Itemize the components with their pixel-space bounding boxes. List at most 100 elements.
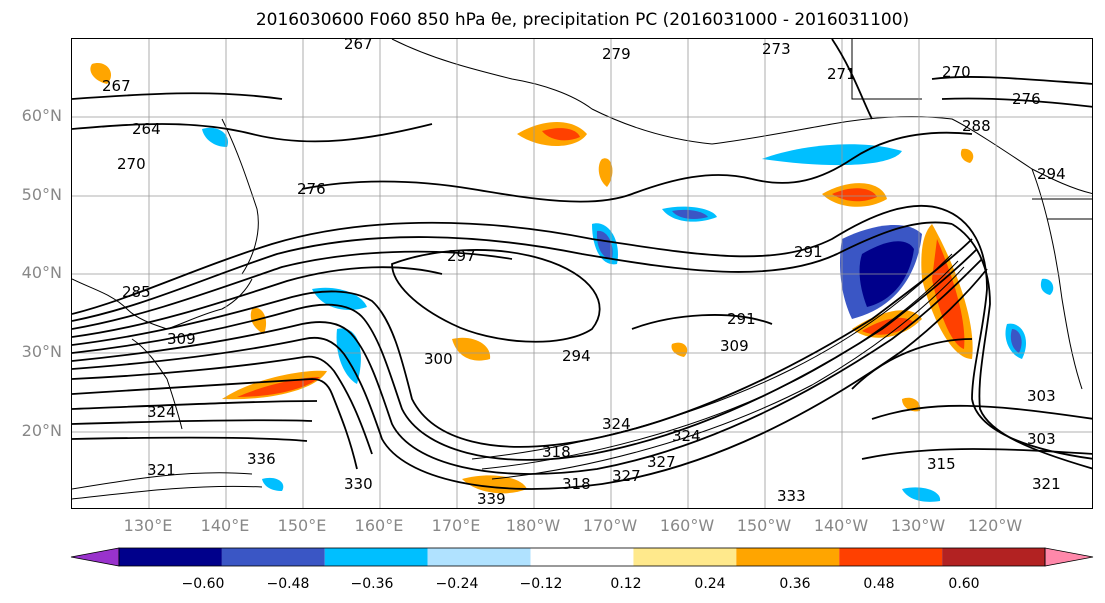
colorbar-extend-high (1044, 547, 1094, 567)
shade-negative (596, 230, 613, 259)
contour-label: 267 (344, 39, 373, 53)
lat-label-50n: 50°N (21, 185, 62, 204)
colorbar-segment (324, 548, 428, 566)
contour-label: 318 (562, 475, 591, 493)
contour-label: 271 (827, 65, 856, 83)
lon-label: 160°W (659, 516, 715, 535)
lat-label-30n: 30°N (21, 342, 62, 361)
contour-label: 321 (147, 461, 176, 479)
lat-label-40n: 40°N (21, 263, 62, 282)
shade-negative (1010, 329, 1022, 353)
colorbar-tick: −0.24 (435, 576, 479, 592)
chart-title: 2016030600 F060 850 hPa θe, precipitatio… (255, 10, 910, 30)
contour-label: 309 (720, 337, 749, 355)
contour-label: 264 (132, 120, 161, 138)
lon-label: 150°E (277, 516, 327, 535)
colorbar-segment (221, 548, 325, 566)
contour-label: 270 (117, 155, 146, 173)
lon-label: 180°W (505, 516, 561, 535)
lat-label-60n: 60°N (21, 106, 62, 125)
contour-label: 333 (777, 487, 806, 505)
coastlines (72, 39, 1092, 430)
contour-label: 288 (962, 117, 991, 135)
colorbar-segment (839, 548, 943, 566)
contour-label: 324 (147, 403, 176, 421)
shade-positive (671, 342, 688, 357)
contour-label: 309 (167, 330, 196, 348)
shade-positive (90, 63, 112, 84)
contour-label: 318 (542, 443, 571, 461)
shade-positive (250, 308, 267, 334)
shade-negative (902, 487, 941, 502)
contour-label: 285 (122, 283, 151, 301)
contour-label: 273 (762, 40, 791, 58)
shade-positive (452, 337, 491, 361)
lon-label: 140°W (813, 516, 869, 535)
shade-negative (1040, 278, 1054, 295)
contour-label: 321 (1032, 475, 1061, 493)
shade-positive (832, 188, 877, 202)
map-plot-area: 267 267 264 270 276 285 309 297 300 294 … (71, 38, 1093, 509)
contour-label: 336 (247, 450, 276, 468)
contour-label: 327 (612, 467, 641, 485)
colorbar-segment (633, 548, 737, 566)
lon-label: 170°W (582, 516, 638, 535)
contour-label: 327 (647, 453, 676, 471)
shade-negative (672, 209, 708, 219)
shade-negative (262, 477, 284, 491)
contour-label: 270 (942, 63, 971, 81)
colorbar-outline (118, 547, 1046, 567)
contour-label: 297 (447, 247, 476, 265)
colorbar-tick: −0.36 (350, 576, 394, 592)
contour-label: 300 (424, 350, 453, 368)
lon-label: 130°E (123, 516, 173, 535)
colorbar-segments (70, 547, 1094, 567)
contour-label: 324 (602, 415, 631, 433)
colorbar-tick: −0.48 (266, 576, 310, 592)
precipitation-shading (90, 63, 1054, 502)
colorbar-segment (530, 548, 634, 566)
shade-positive (862, 317, 914, 335)
lon-label: 140°E (200, 516, 250, 535)
theta-e-contours (72, 39, 1092, 490)
shade-negative (312, 287, 367, 310)
map-canvas: 267 267 264 270 276 285 309 297 300 294 … (72, 39, 1092, 508)
shade-positive (237, 377, 320, 397)
colorbar-extend-low (70, 547, 120, 567)
contour-label: 330 (344, 475, 373, 493)
contour-label: 291 (727, 310, 756, 328)
colorbar-tick: 0.12 (610, 576, 642, 592)
contour-label: 315 (927, 455, 956, 473)
dense-contours (72, 253, 965, 500)
colorbar-tick: −0.60 (181, 576, 225, 592)
contour-label: 303 (1027, 430, 1056, 448)
contour-label: 279 (602, 45, 631, 63)
colorbar-segment (736, 548, 840, 566)
shade-positive (598, 158, 613, 187)
colorbar-segment (942, 548, 1045, 566)
contour-label: 303 (1027, 387, 1056, 405)
contour-label: 267 (102, 77, 131, 95)
gridlines (72, 39, 1092, 508)
colorbar-tick: 0.60 (948, 576, 980, 592)
colorbar-tick: −0.12 (519, 576, 563, 592)
contour-label: 276 (297, 180, 326, 198)
colorbar-tick: 0.36 (779, 576, 811, 592)
shade-negative (202, 127, 228, 147)
shade-positive (542, 128, 580, 141)
colorbar-tick: 0.24 (694, 576, 726, 592)
shade-positive (960, 148, 974, 163)
contour-label: 294 (562, 347, 591, 365)
lon-label: 130°W (890, 516, 946, 535)
lon-label: 170°E (431, 516, 481, 535)
contour-label: 339 (477, 490, 506, 508)
colorbar-segment (119, 548, 222, 566)
contour-label: 291 (794, 243, 823, 261)
lon-label: 120°W (967, 516, 1023, 535)
contour-label: 324 (672, 427, 701, 445)
contour-label: 276 (1012, 90, 1041, 108)
contour-labels: 267 267 264 270 276 285 309 297 300 294 … (102, 39, 1066, 508)
lon-label: 150°W (736, 516, 792, 535)
lon-label: 160°E (354, 516, 404, 535)
contour-label: 294 (1037, 165, 1066, 183)
